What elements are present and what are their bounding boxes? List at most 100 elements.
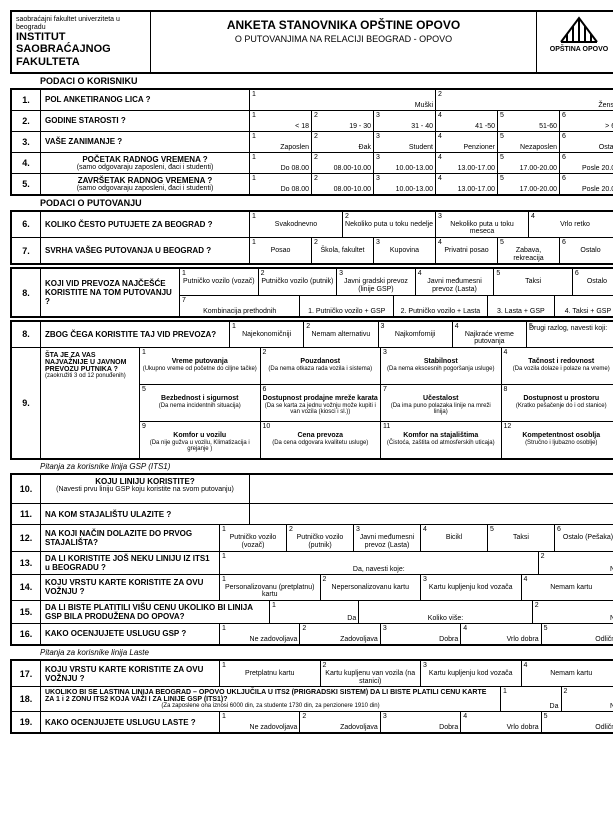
opt-time[interactable]: 517.00-20.00 [498,174,560,194]
opt-time[interactable]: 1Do 08.00 [250,174,312,194]
input-howmuch[interactable]: Koliko više: [359,601,533,623]
opt-reason[interactable]: 4Najkraće vreme putovanja [453,322,527,347]
opt-yes-which[interactable]: 1Da, navesti koje: [220,552,539,574]
opt-purpose[interactable]: 5Zabava, rekreacija [498,238,560,263]
opt-no[interactable]: 2Ne [533,601,613,623]
opt-rating[interactable]: 2Zadovoljava [300,624,380,644]
opt-rating[interactable]: 5Odlična [542,624,613,644]
opt-rating[interactable]: 1Ne zadovoljava [220,624,300,644]
opt-mode[interactable]: 2Putničko vozilo (putnik) [259,269,338,294]
opt-freq[interactable]: 2Nekoliko puta u toku nedelje [343,212,436,237]
opt-combo[interactable]: 4. Taksi + GSP [555,296,613,316]
q9-option[interactable]: 1Vreme putovanja(Ukupno vreme od početne… [140,348,261,384]
q9-option[interactable]: 12Kompetentnost osoblja(Stručno i ljubaz… [502,422,613,458]
opt-occ[interactable]: 2Đak [312,132,374,152]
opt-male[interactable]: 1Muški [250,90,436,110]
opt-reason[interactable]: 3Najkomforniji [379,322,453,347]
input-line[interactable] [250,475,613,503]
opt-purpose[interactable]: 1Posao [250,238,312,263]
opt-arrival[interactable]: 5Taksi [488,525,555,550]
opt-freq[interactable]: 3Nekoliko puta u toku meseca [436,212,529,237]
opt-mode[interactable]: 4Javni međumesni prevoz (Lasta) [416,269,495,294]
opt-ticket[interactable]: 1Pretplatnu kartu [220,661,321,686]
opt-combo[interactable]: 1. Putničko vozilo + GSP [300,296,394,316]
opt-yes[interactable]: 1Da [501,687,562,711]
opt-ticket[interactable]: 4Nemam kartu [522,575,613,600]
opt-purpose[interactable]: 6Ostalo [560,238,613,263]
opt-occ[interactable]: 5Nezaposlen [498,132,560,152]
q9-option[interactable]: 9Komfor u vozilu(Da nije gužva u vozilu,… [140,422,261,458]
opt-combo[interactable]: 3. Lasta + GSP [488,296,555,316]
opt-purpose[interactable]: 2Škola, fakultet [312,238,374,263]
opt-ticket[interactable]: 2Kartu kupljenu van vozila (na stanici) [321,661,422,686]
opt-female[interactable]: 2Ženski [436,90,613,110]
opt-age[interactable]: 1< 18 [250,111,312,131]
opt-time[interactable]: 413.00-17.00 [436,153,498,173]
opt-rating[interactable]: 1Ne zadovoljava [220,712,300,732]
opt-purpose[interactable]: 3Kupovina [374,238,436,263]
opt-reason[interactable]: 1Najekonomičniji [230,322,304,347]
opt-occ[interactable]: 1Zaposlen [250,132,312,152]
opt-time[interactable]: 208.00-10.00 [312,174,374,194]
opt-arrival[interactable]: 1Putničko vozilo (vozač) [220,525,287,550]
opt-arrival[interactable]: 4Bicikl [421,525,488,550]
opt-rating[interactable]: 4Vrlo dobra [461,624,541,644]
opt-ticket[interactable]: 3Kartu kupljenju kod vozača [421,661,522,686]
opt-age[interactable]: 441 -50 [436,111,498,131]
q9-option[interactable]: 7Učestalost(Da ima puno polazaka linije … [381,385,502,421]
opt-age[interactable]: 219 - 30 [312,111,374,131]
q9-option[interactable]: 3Stabilnost(Da nema ekscesnih pogoršanja… [381,348,502,384]
opt-yes[interactable]: 1Da [270,601,359,623]
opt-rating[interactable]: 2Zadovoljava [300,712,380,732]
opt-age[interactable]: 331 - 40 [374,111,436,131]
opt-time[interactable]: 517.00-20.00 [498,153,560,173]
opt-ticket[interactable]: 1Personalizovanu (pretplatnu) kartu [220,575,321,600]
opt-rating[interactable]: 5Odlična [542,712,613,732]
opt-no[interactable]: 2Ne [562,687,613,711]
opt-mode[interactable]: 6Ostalo [573,269,613,294]
opt-occ[interactable]: 3Student [374,132,436,152]
opt-mode[interactable]: 5Taksi [494,269,573,294]
opt-age[interactable]: 6> 60 [560,111,613,131]
opt-ticket[interactable]: 4Nemam kartu [522,661,613,686]
opt-time[interactable]: 6Posle 20.00 [560,174,613,194]
input-stop[interactable] [250,504,613,524]
q9-option[interactable]: 6Dostupnost prodajne mreže karata(Da se … [261,385,382,421]
q9-option[interactable]: 11Komfor na stajalištima(Čistoća, zaštit… [381,422,502,458]
q-num: 3. [12,132,41,152]
opt-time[interactable]: 310.00-13.00 [374,174,436,194]
opt-age[interactable]: 551-60 [498,111,560,131]
opt-mode[interactable]: 1Putničko vozilo (vozač) [180,269,259,294]
opt-combo[interactable]: 7Kombinacija prethodnih [180,296,300,316]
q9-option[interactable]: 2Pouzdanost(Da nema otkaza rada vozila i… [261,348,382,384]
opt-time[interactable]: 413.00-17.00 [436,174,498,194]
opt-rating[interactable]: 3Dobra [381,712,461,732]
q9-option[interactable]: 5Bezbednost i sigurnost(Da nema incident… [140,385,261,421]
opt-rating[interactable]: 4Vrlo dobra [461,712,541,732]
opt-freq[interactable]: 4Vrlo retko [529,212,613,237]
opt-arrival[interactable]: 2Putničko vozilo (putnik) [287,525,354,550]
opt-ticket[interactable]: 2Nepersonalizovanu kartu [321,575,422,600]
opt-freq[interactable]: 1Svakodnevno [250,212,343,237]
q-text: ZBOG ČEGA KORISTITE TAJ VID PREVOZA? [41,322,230,347]
opt-no[interactable]: 2Ne [539,552,613,574]
opt-rating[interactable]: 3Dobra [381,624,461,644]
q-text: NA KOJI NAČIN DOLAZITE DO PRVOG STAJALIŠ… [41,525,220,550]
opt-reason-other[interactable]: 5Drugi razlog, navesti koji: [527,322,613,347]
opt-ticket[interactable]: 3Kartu kupljenju kod vozača [421,575,522,600]
opt-combo[interactable]: 2. Putničko vozilo + Lasta [394,296,488,316]
q9-option[interactable]: 8Dostupnost u prostoru(Kratko pešačenje … [502,385,613,421]
q9-option[interactable]: 10Cena prevoza(Da cena odgovara kvalitet… [261,422,382,458]
opt-time[interactable]: 208.00-10.00 [312,153,374,173]
opt-arrival[interactable]: 6Ostalo (Pešaka) [555,525,613,550]
q9-option[interactable]: 4Tačnost i redovnost(Da vozila dolaze i … [502,348,613,384]
opt-time[interactable]: 310.00-13.00 [374,153,436,173]
opt-purpose[interactable]: 4Privatni posao [436,238,498,263]
opt-mode[interactable]: 3Javni gradski prevoz (linije GSP) [337,269,416,294]
opt-arrival[interactable]: 3Javni međumesni prevoz (Lasta) [354,525,421,550]
opt-time[interactable]: 6Posle 20.00 [560,153,613,173]
opt-occ[interactable]: 4Penzioner [436,132,498,152]
opt-time[interactable]: 1Do 08.00 [250,153,312,173]
opt-reason[interactable]: 2Nemam alternativu [304,322,378,347]
opt-occ[interactable]: 6Ostalo [560,132,613,152]
